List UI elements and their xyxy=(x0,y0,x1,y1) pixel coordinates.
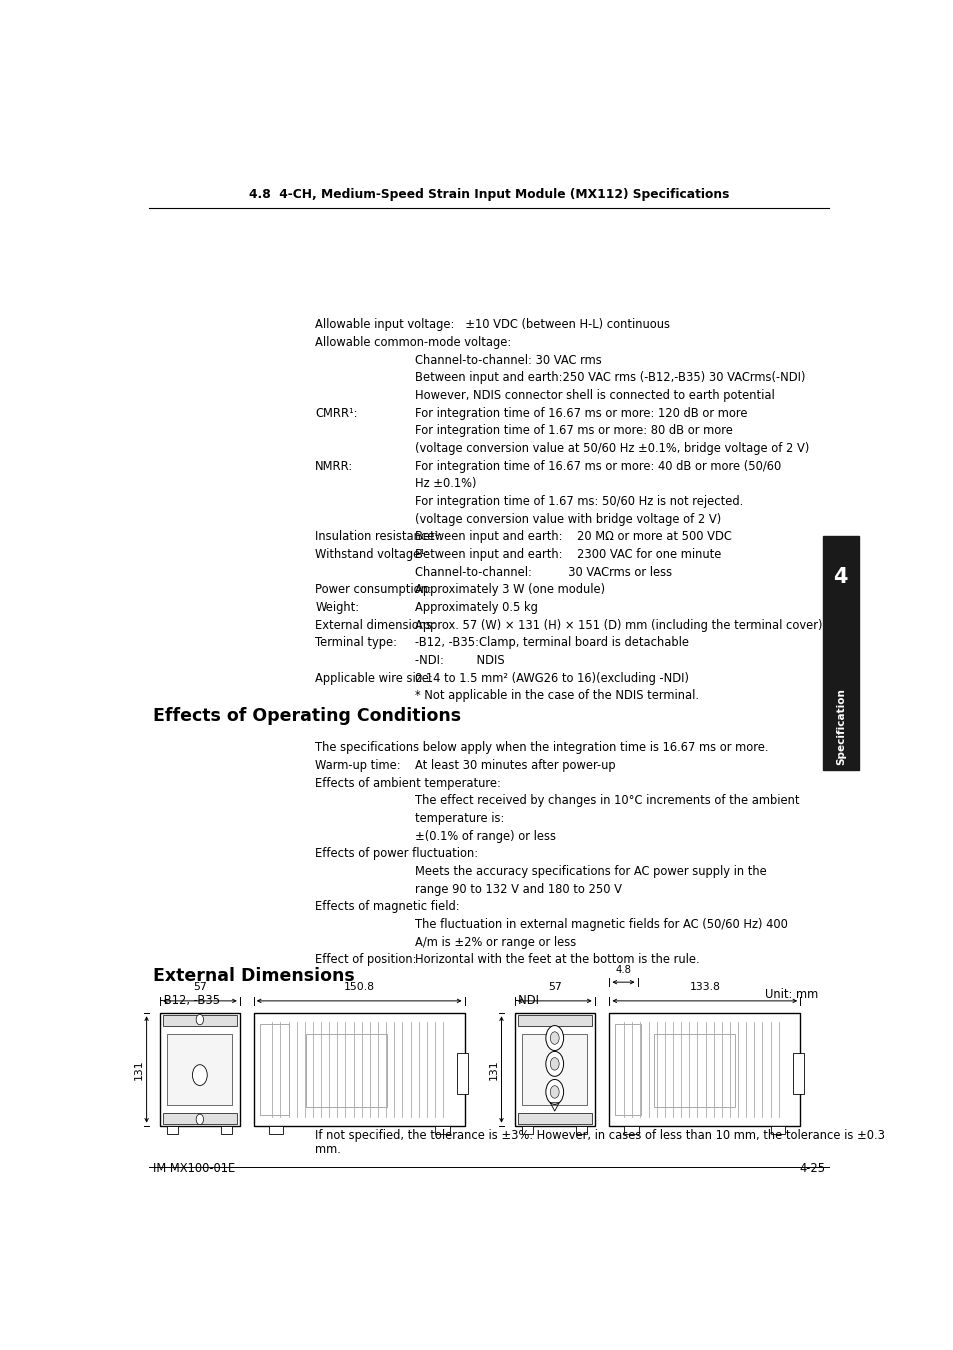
Bar xyxy=(160,1014,239,1126)
Text: Withstand voltage¹:: Withstand voltage¹: xyxy=(314,548,428,562)
Circle shape xyxy=(550,1031,558,1045)
Bar xyxy=(163,1015,236,1026)
Text: The specifications below apply when the integration time is 16.67 ms or more.: The specifications below apply when the … xyxy=(314,741,768,755)
Circle shape xyxy=(550,1085,558,1098)
Bar xyxy=(269,1126,283,1134)
Text: Approx. 57 (W) × 131 (H) × 151 (D) mm (including the terminal cover): Approx. 57 (W) × 131 (H) × 151 (D) mm (i… xyxy=(415,618,821,632)
Text: However, NDIS connector shell is connected to earth potential: However, NDIS connector shell is connect… xyxy=(415,389,774,402)
Text: temperature is:: temperature is: xyxy=(415,813,504,825)
Text: For integration time of 16.67 ms or more: 40 dB or more (50/60: For integration time of 16.67 ms or more… xyxy=(415,460,781,472)
Text: (voltage conversion value at 50/60 Hz ±0.1%, bridge voltage of 2 V): (voltage conversion value at 50/60 Hz ±0… xyxy=(415,441,808,455)
Text: External dimensions:: External dimensions: xyxy=(314,618,436,632)
Text: NMRR:: NMRR: xyxy=(314,460,353,472)
Text: mm.: mm. xyxy=(314,1142,340,1156)
Text: For integration time of 16.67 ms or more: 120 dB or more: For integration time of 16.67 ms or more… xyxy=(415,406,747,420)
Bar xyxy=(653,1034,735,1107)
Text: Applicable wire size:: Applicable wire size: xyxy=(314,672,433,684)
Text: Approximately 3 W (one module): Approximately 3 W (one module) xyxy=(415,583,604,597)
Bar xyxy=(609,1014,800,1126)
Text: 131: 131 xyxy=(134,1060,144,1080)
Text: For integration time of 1.67 ms: 50/60 Hz is not rejected.: For integration time of 1.67 ms: 50/60 H… xyxy=(415,495,742,508)
Text: Unit: mm: Unit: mm xyxy=(764,988,817,1000)
Bar xyxy=(517,1015,591,1026)
Text: Channel-to-channel: 30 VAC rms: Channel-to-channel: 30 VAC rms xyxy=(415,354,601,367)
Text: 0.14 to 1.5 mm² (AWG26 to 16)(excluding -NDI): 0.14 to 1.5 mm² (AWG26 to 16)(excluding … xyxy=(415,672,688,684)
Text: -NDI:         NDIS: -NDI: NDIS xyxy=(415,655,504,667)
Text: 4-25: 4-25 xyxy=(799,1162,824,1176)
Text: Between input and earth:    2300 VAC for one minute: Between input and earth: 2300 VAC for on… xyxy=(415,548,720,562)
Text: CMRR¹:: CMRR¹: xyxy=(314,406,357,420)
Bar xyxy=(435,1126,449,1134)
Text: Approximately 0.5 kg: Approximately 0.5 kg xyxy=(415,601,537,614)
Text: 57: 57 xyxy=(193,983,207,992)
Text: -B12, -B35: -B12, -B35 xyxy=(160,994,220,1007)
Text: ±(0.1% of range) or less: ±(0.1% of range) or less xyxy=(415,830,556,842)
Bar xyxy=(822,536,858,770)
Text: -NDI: -NDI xyxy=(515,994,539,1007)
Bar xyxy=(305,1034,387,1107)
Text: Effects of magnetic field:: Effects of magnetic field: xyxy=(314,900,459,914)
Text: Effects of power fluctuation:: Effects of power fluctuation: xyxy=(314,848,477,860)
Circle shape xyxy=(196,1014,203,1025)
Text: 4.8  4-CH, Medium-Speed Strain Input Module (MX112) Specifications: 4.8 4-CH, Medium-Speed Strain Input Modu… xyxy=(249,189,728,201)
Text: At least 30 minutes after power-up: At least 30 minutes after power-up xyxy=(415,759,615,772)
Text: Allowable input voltage:   ±10 VDC (between H-L) continuous: Allowable input voltage: ±10 VDC (betwee… xyxy=(314,319,669,331)
Bar xyxy=(521,1126,533,1134)
Bar xyxy=(623,1126,639,1134)
Text: 4.8: 4.8 xyxy=(615,965,631,975)
Text: Effect of position:: Effect of position: xyxy=(314,953,416,967)
Text: The fluctuation in external magnetic fields for AC (50/60 Hz) 400: The fluctuation in external magnetic fie… xyxy=(415,918,787,932)
Text: Between input and earth:    20 MΩ or more at 500 VDC: Between input and earth: 20 MΩ or more a… xyxy=(415,531,731,544)
Bar xyxy=(517,1114,591,1123)
Text: Between input and earth:250 VAC rms (-B12,-B35) 30 VACrms(-NDI): Between input and earth:250 VAC rms (-B1… xyxy=(415,371,804,385)
Text: Allowable common-mode voltage:: Allowable common-mode voltage: xyxy=(314,336,511,350)
Circle shape xyxy=(545,1052,563,1076)
Circle shape xyxy=(545,1026,563,1050)
Text: Effects of Operating Conditions: Effects of Operating Conditions xyxy=(152,707,460,725)
Circle shape xyxy=(550,1057,558,1071)
Text: 131: 131 xyxy=(489,1060,498,1080)
Circle shape xyxy=(545,1080,563,1104)
Text: The effect received by changes in 10°C increments of the ambient: The effect received by changes in 10°C i… xyxy=(415,794,799,807)
Text: range 90 to 132 V and 180 to 250 V: range 90 to 132 V and 180 to 250 V xyxy=(415,883,621,896)
Bar xyxy=(259,1023,289,1115)
Text: Hz ±0.1%): Hz ±0.1%) xyxy=(415,478,476,490)
Text: Warm-up time:: Warm-up time: xyxy=(314,759,400,772)
Bar xyxy=(515,1014,594,1126)
Bar xyxy=(770,1126,784,1134)
Text: 133.8: 133.8 xyxy=(689,983,720,992)
Text: If not specified, the tolerance is ±3%. However, in cases of less than 10 mm, th: If not specified, the tolerance is ±3%. … xyxy=(314,1129,884,1142)
Text: (voltage conversion value with bridge voltage of 2 V): (voltage conversion value with bridge vo… xyxy=(415,513,720,525)
Bar xyxy=(253,1014,464,1126)
Bar xyxy=(615,1023,640,1115)
Text: Meets the accuracy specifications for AC power supply in the: Meets the accuracy specifications for AC… xyxy=(415,865,766,878)
Text: Horizontal with the feet at the bottom is the rule.: Horizontal with the feet at the bottom i… xyxy=(415,953,699,967)
Text: * Not applicable in the case of the NDIS terminal.: * Not applicable in the case of the NDIS… xyxy=(415,690,699,702)
Text: For integration time of 1.67 ms or more: 80 dB or more: For integration time of 1.67 ms or more:… xyxy=(415,424,732,437)
Text: 57: 57 xyxy=(547,983,561,992)
Text: IM MX100-01E: IM MX100-01E xyxy=(152,1162,234,1176)
Circle shape xyxy=(196,1114,203,1125)
Bar xyxy=(521,1034,587,1104)
Bar xyxy=(576,1126,587,1134)
Text: Specification: Specification xyxy=(835,688,845,765)
Text: 4: 4 xyxy=(833,567,847,587)
Text: Terminal type:: Terminal type: xyxy=(314,636,396,649)
Bar xyxy=(221,1126,233,1134)
Text: 150.8: 150.8 xyxy=(343,983,375,992)
Bar xyxy=(163,1114,236,1123)
Text: Channel-to-channel:          30 VACrms or less: Channel-to-channel: 30 VACrms or less xyxy=(415,566,672,579)
Circle shape xyxy=(193,1065,207,1085)
Bar xyxy=(792,1053,803,1095)
Text: Power consumption:: Power consumption: xyxy=(314,583,432,597)
Text: Insulation resistance¹:: Insulation resistance¹: xyxy=(314,531,442,544)
Text: A/m is ±2% or range or less: A/m is ±2% or range or less xyxy=(415,936,576,949)
Bar xyxy=(456,1053,468,1095)
Bar xyxy=(167,1034,233,1104)
Text: -B12, -B35:Clamp, terminal board is detachable: -B12, -B35:Clamp, terminal board is deta… xyxy=(415,636,688,649)
Text: External Dimensions: External Dimensions xyxy=(152,967,354,985)
Text: Weight:: Weight: xyxy=(314,601,359,614)
Bar xyxy=(167,1126,178,1134)
Text: Effects of ambient temperature:: Effects of ambient temperature: xyxy=(314,776,500,790)
